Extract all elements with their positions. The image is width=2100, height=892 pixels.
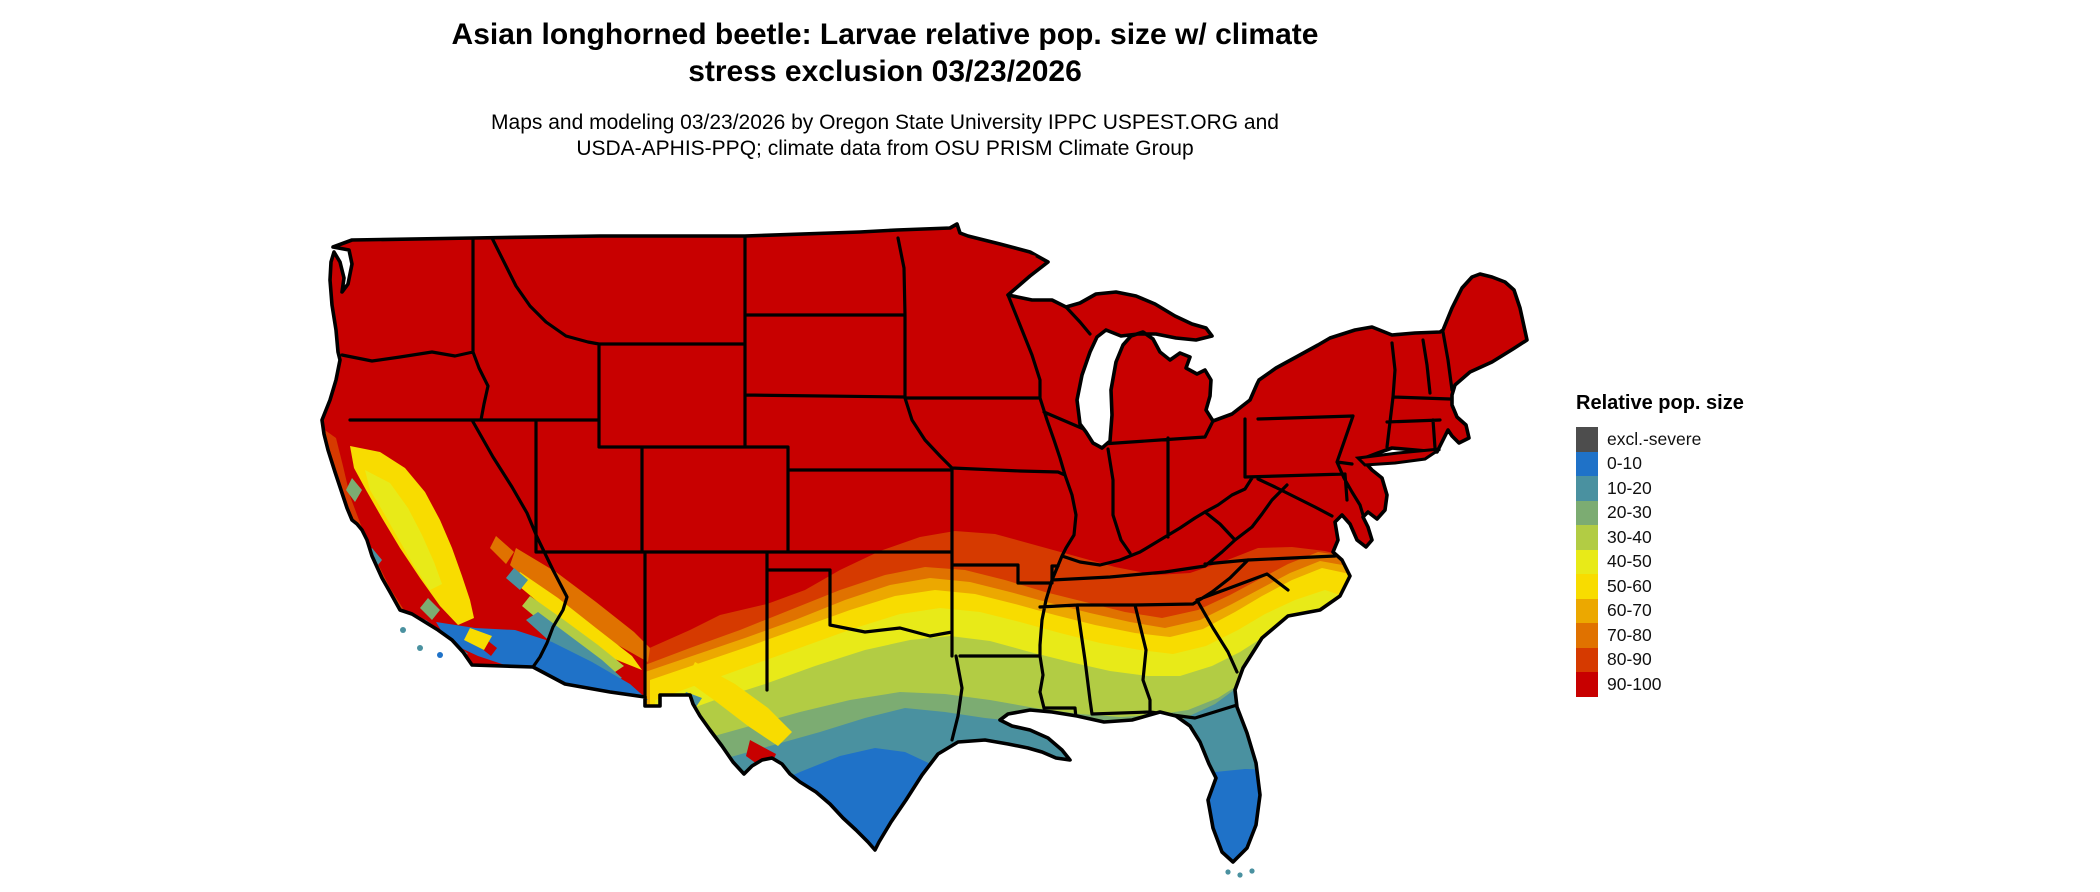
legend-item: excl.-severe	[1576, 427, 1744, 452]
subtitle-line-1: Maps and modeling 03/23/2026 by Oregon S…	[491, 111, 1279, 134]
legend-label: excl.-severe	[1607, 428, 1702, 449]
map-southwest-detail	[322, 428, 792, 772]
legend-swatch	[1576, 427, 1598, 452]
legend-item: 60-70	[1576, 598, 1744, 623]
legend-item: 40-50	[1576, 549, 1744, 574]
legend-item: 20-30	[1576, 500, 1744, 525]
legend-swatch	[1576, 574, 1598, 599]
legend-swatch	[1576, 623, 1598, 648]
legend-label: 10-20	[1607, 477, 1652, 498]
legend-label: 20-30	[1607, 502, 1652, 523]
legend-item: 90-100	[1576, 672, 1744, 697]
legend-label: 50-60	[1607, 575, 1652, 596]
legend-label: 30-40	[1607, 526, 1652, 547]
page-title: Asian longhorned beetle: Larvae relative…	[270, 16, 1500, 90]
legend: Relative pop. size excl.-severe 0-10 10-20…	[1576, 392, 1744, 697]
legend-swatch	[1576, 647, 1598, 672]
legend-swatch	[1576, 598, 1598, 623]
page-subtitle: Maps and modeling 03/23/2026 by Oregon S…	[270, 110, 1500, 162]
subtitle-line-2: USDA-APHIS-PPQ; climate data from OSU PR…	[576, 137, 1194, 160]
legend-label: 70-80	[1607, 624, 1652, 645]
legend-items: excl.-severe 0-10 10-20 20-30 30-40 40-50 50-6…	[1576, 427, 1744, 697]
legend-swatch	[1576, 672, 1598, 697]
islands	[400, 252, 1441, 878]
legend-item: 0-10	[1576, 451, 1744, 476]
title-line-1: Asian longhorned beetle: Larvae relative…	[451, 18, 1319, 51]
legend-label: 80-90	[1607, 649, 1652, 670]
state-borders	[340, 234, 1454, 742]
legend-title: Relative pop. size	[1576, 392, 1744, 414]
legend-item: 70-80	[1576, 623, 1744, 648]
legend-label: 0-10	[1607, 453, 1643, 474]
legend-label: 60-70	[1607, 600, 1652, 621]
legend-label: 90-100	[1607, 673, 1662, 694]
title-block: Asian longhorned beetle: Larvae relative…	[270, 16, 1500, 162]
legend-swatch	[1576, 451, 1598, 476]
legend-item: 10-20	[1576, 476, 1744, 501]
legend-swatch	[1576, 549, 1598, 574]
legend-item: 50-60	[1576, 574, 1744, 599]
legend-swatch	[1576, 525, 1598, 550]
legend-item: 80-90	[1576, 647, 1744, 672]
legend-swatch	[1576, 476, 1598, 501]
legend-label: 40-50	[1607, 551, 1652, 572]
legend-swatch	[1576, 500, 1598, 525]
title-line-2: stress exclusion 03/23/2026	[688, 55, 1082, 88]
legend-item: 30-40	[1576, 525, 1744, 550]
